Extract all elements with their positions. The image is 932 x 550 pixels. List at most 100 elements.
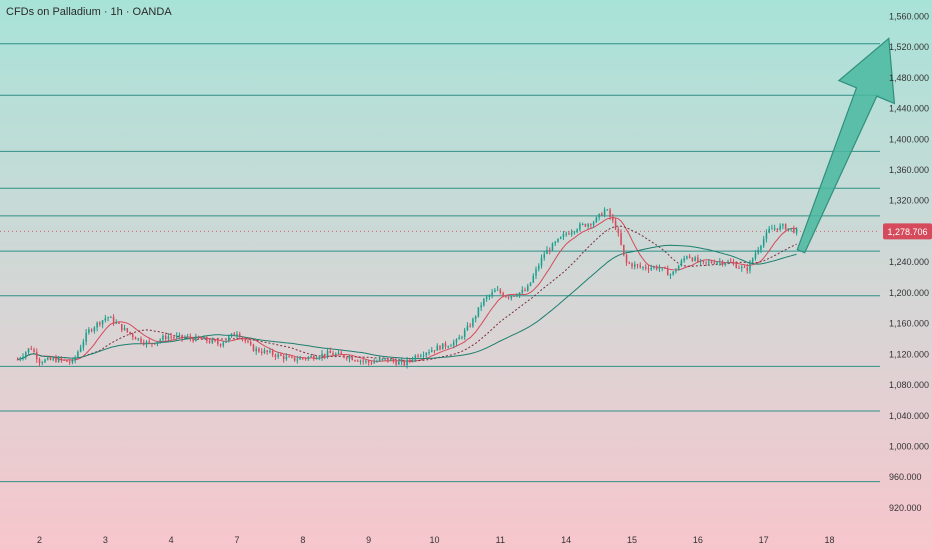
candle-body[interactable]: [425, 352, 428, 356]
candle-body[interactable]: [691, 257, 694, 261]
candle-body[interactable]: [351, 356, 353, 361]
candle-body[interactable]: [579, 224, 581, 230]
candle-body[interactable]: [324, 353, 326, 356]
candle-body[interactable]: [683, 258, 685, 261]
candle-body[interactable]: [694, 257, 696, 261]
candle-body[interactable]: [288, 356, 290, 358]
candle-body[interactable]: [727, 261, 729, 264]
candle-body[interactable]: [49, 357, 52, 360]
candle-body[interactable]: [244, 338, 247, 341]
candles[interactable]: [16, 207, 798, 369]
candle-body[interactable]: [16, 359, 19, 361]
candle-body[interactable]: [77, 351, 79, 358]
candle-body[interactable]: [260, 351, 263, 354]
candle-body[interactable]: [134, 337, 137, 340]
candle-body[interactable]: [463, 330, 466, 337]
candle-body[interactable]: [554, 241, 556, 244]
candle-body[interactable]: [677, 265, 680, 271]
candle-body[interactable]: [447, 346, 450, 348]
candle-body[interactable]: [576, 229, 578, 232]
candle-body[interactable]: [480, 305, 482, 308]
candle-body[interactable]: [441, 343, 444, 350]
candle-body[interactable]: [633, 264, 636, 267]
candle-body[interactable]: [721, 261, 724, 265]
candle-body[interactable]: [411, 359, 414, 361]
candle-body[interactable]: [524, 289, 526, 291]
candle-body[interactable]: [373, 361, 375, 364]
candle-body[interactable]: [214, 339, 216, 342]
candle-body[interactable]: [647, 268, 650, 270]
candle-body[interactable]: [126, 328, 129, 332]
candle-body[interactable]: [686, 256, 688, 259]
candle-body[interactable]: [233, 333, 236, 336]
candle-body[interactable]: [773, 228, 776, 230]
candle-body[interactable]: [494, 290, 496, 293]
candle-body[interactable]: [392, 359, 395, 362]
candle-body[interactable]: [79, 347, 82, 352]
candle-body[interactable]: [348, 356, 351, 359]
candle-body[interactable]: [68, 361, 71, 363]
candle-body[interactable]: [137, 338, 140, 340]
candle-body[interactable]: [592, 222, 595, 226]
candle-body[interactable]: [420, 355, 422, 357]
candle-body[interactable]: [362, 360, 364, 362]
candle-body[interactable]: [751, 258, 754, 262]
candle-body[interactable]: [540, 257, 543, 266]
candle-body[interactable]: [22, 356, 24, 359]
candle-body[interactable]: [740, 266, 743, 269]
candle-body[interactable]: [417, 355, 419, 357]
candle-body[interactable]: [121, 323, 123, 331]
candle-body[interactable]: [628, 262, 631, 264]
candle-body[interactable]: [41, 362, 44, 364]
candle-body[interactable]: [568, 233, 570, 235]
candle-body[interactable]: [485, 296, 488, 299]
candle-body[interactable]: [44, 359, 46, 363]
candle-body[interactable]: [148, 341, 150, 343]
candle-body[interactable]: [474, 316, 477, 319]
candle-body[interactable]: [228, 336, 230, 341]
candle-body[interactable]: [612, 216, 614, 221]
candle-body[interactable]: [724, 263, 727, 265]
candle-body[interactable]: [793, 228, 795, 233]
candle-body[interactable]: [280, 354, 282, 356]
candle-body[interactable]: [669, 274, 672, 276]
candle-body[interactable]: [186, 336, 189, 338]
candle-body[interactable]: [436, 345, 439, 351]
candle-body[interactable]: [356, 360, 359, 362]
candle-body[interactable]: [782, 224, 784, 226]
candle-body[interactable]: [557, 238, 559, 242]
candle-body[interactable]: [444, 343, 447, 347]
candle-body[interactable]: [642, 266, 644, 268]
candle-body[interactable]: [719, 261, 721, 263]
candle-body[interactable]: [559, 236, 562, 239]
candle-body[interactable]: [581, 224, 584, 226]
candle-body[interactable]: [507, 297, 510, 299]
candle-body[interactable]: [757, 249, 759, 254]
candle-body[interactable]: [472, 318, 474, 327]
candle-body[interactable]: [570, 232, 573, 235]
candle-body[interactable]: [195, 336, 197, 342]
candle-body[interactable]: [562, 234, 565, 237]
candle-body[interactable]: [263, 350, 266, 354]
candle-body[interactable]: [450, 345, 452, 347]
candle-body[interactable]: [381, 358, 384, 360]
candle-body[interactable]: [403, 361, 406, 366]
candle-body[interactable]: [112, 316, 115, 324]
candle-body[interactable]: [499, 289, 502, 293]
candle-body[interactable]: [409, 359, 411, 361]
up-arrow-shape[interactable]: [796, 37, 896, 254]
candle-body[interactable]: [332, 353, 334, 356]
candle-body[interactable]: [247, 340, 249, 342]
candle-body[interactable]: [55, 358, 57, 362]
candle-body[interactable]: [606, 209, 609, 211]
candle-body[interactable]: [321, 353, 323, 358]
candle-body[interactable]: [617, 229, 620, 233]
candle-body[interactable]: [496, 289, 499, 291]
candle-body[interactable]: [376, 361, 378, 363]
candle-body[interactable]: [142, 342, 145, 345]
candle-body[interactable]: [27, 348, 30, 353]
candle-body[interactable]: [96, 322, 98, 328]
candle-body[interactable]: [666, 268, 669, 276]
candle-body[interactable]: [488, 295, 491, 297]
